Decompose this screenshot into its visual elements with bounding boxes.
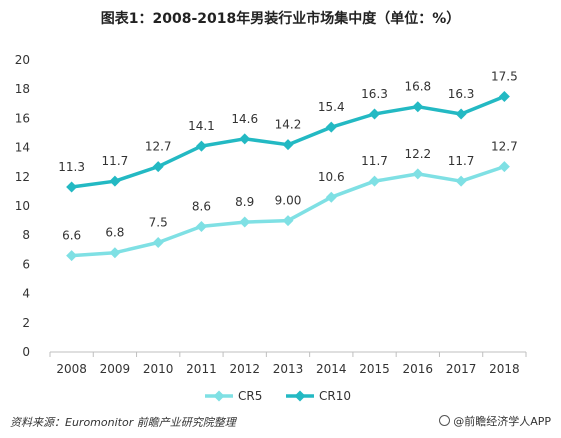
data-label-cr10: 11.3 [58,160,85,174]
data-label-cr5: 9.00 [275,194,302,208]
data-label-cr10: 14.1 [188,119,215,133]
source-note: 资料来源：Euromonitor 前瞻产业研究院整理 [10,416,236,429]
brand-logo-icon [439,415,451,426]
data-point-cr5 [282,215,294,227]
x-tick-label: 2014 [316,362,347,376]
brand-credit-text: @前瞻经济学人APP [453,415,551,428]
legend-label-cr10: CR10 [319,389,351,403]
data-point-cr5 [369,175,381,187]
chart-legend: CR5 CR10 [205,389,351,403]
x-tick-label: 2012 [229,362,260,376]
x-tick-label: 2016 [403,362,434,376]
data-label-cr5: 12.7 [491,140,518,154]
y-tick-label: 4 [22,287,30,301]
x-tick-label: 2010 [143,362,174,376]
data-label-cr5: 7.5 [149,216,168,230]
y-tick-label: 16 [15,111,30,125]
x-tick-label: 2018 [489,362,520,376]
brand-credit: @前瞻经济学人APP [439,413,551,429]
x-tick-label: 2015 [359,362,390,376]
data-label-cr5: 6.6 [62,229,81,243]
chart-axes: 0 2 4 6 8 10 12 14 16 18 20 2008 2009 2010 2011 2012 201… [15,53,527,376]
data-label-cr5: 10.6 [318,170,345,184]
series-line-cr5 [71,164,505,258]
y-tick-label: 14 [15,141,30,155]
data-point-cr10 [325,121,337,133]
data-point-cr5 [195,220,207,232]
data-point-cr5 [239,216,251,228]
data-label-cr10: 16.3 [448,87,475,101]
data-point-cr10 [195,140,207,152]
y-tick-label: 6 [22,257,30,271]
data-point-cr10 [282,139,294,151]
chart-title: 图表1：2008-2018年男装行业市场集中度（单位：%） [100,11,461,27]
y-tick-label: 10 [15,199,30,213]
data-label-cr10: 16.8 [404,80,431,94]
data-point-cr5 [325,191,337,203]
data-point-cr10 [369,108,381,120]
legend-label-cr5: CR5 [238,389,262,403]
data-point-cr10 [498,91,510,102]
y-tick-label: 8 [22,228,30,242]
data-point-cr5 [455,175,467,187]
data-label-cr10: 11.7 [102,154,129,168]
legend-marker-cr5 [213,390,225,402]
data-point-cr5 [498,161,510,173]
x-tick-label: 2008 [56,362,87,376]
data-label-cr10: 14.6 [231,112,258,126]
data-point-cr10 [239,133,251,145]
data-label-cr10: 15.4 [318,100,345,114]
x-tick-label: 2009 [100,362,131,376]
y-tick-label: 0 [22,345,30,359]
data-label-cr10: 12.7 [145,140,172,154]
data-point-cr5 [412,168,424,180]
data-point-cr10 [455,108,467,120]
data-label-cr10: 16.3 [361,87,388,101]
y-tick-label: 20 [15,53,30,67]
data-point-cr5 [109,247,121,259]
data-label-cr10: 17.5 [491,70,518,84]
data-label-cr5: 6.8 [105,226,124,240]
y-tick-label: 18 [15,82,30,96]
x-tick-label: 2017 [446,362,477,376]
y-tick-label: 2 [22,316,30,330]
data-point-cr5 [152,237,164,248]
data-label-cr5: 12.2 [404,147,431,161]
y-tick-label: 12 [15,170,30,184]
data-label-cr5: 8.6 [192,199,211,213]
data-point-cr10 [66,181,78,193]
data-point-cr10 [109,175,121,187]
data-point-cr10 [412,101,424,113]
data-point-cr5 [66,250,78,262]
data-label-cr10: 14.2 [275,118,302,132]
legend-marker-cr10 [294,390,306,402]
x-tick-label: 2013 [273,362,304,376]
data-label-cr5: 11.7 [361,154,388,168]
data-label-cr5: 8.9 [235,195,254,209]
x-tick-label: 2011 [186,362,217,376]
data-point-cr10 [152,161,164,173]
series-markers [66,91,510,262]
data-label-cr5: 11.7 [448,154,475,168]
data-labels: 6.6 6.8 7.5 8.6 8.9 9.00 10.6 11.7 12.2 11.7 12.7 1… [58,70,517,243]
